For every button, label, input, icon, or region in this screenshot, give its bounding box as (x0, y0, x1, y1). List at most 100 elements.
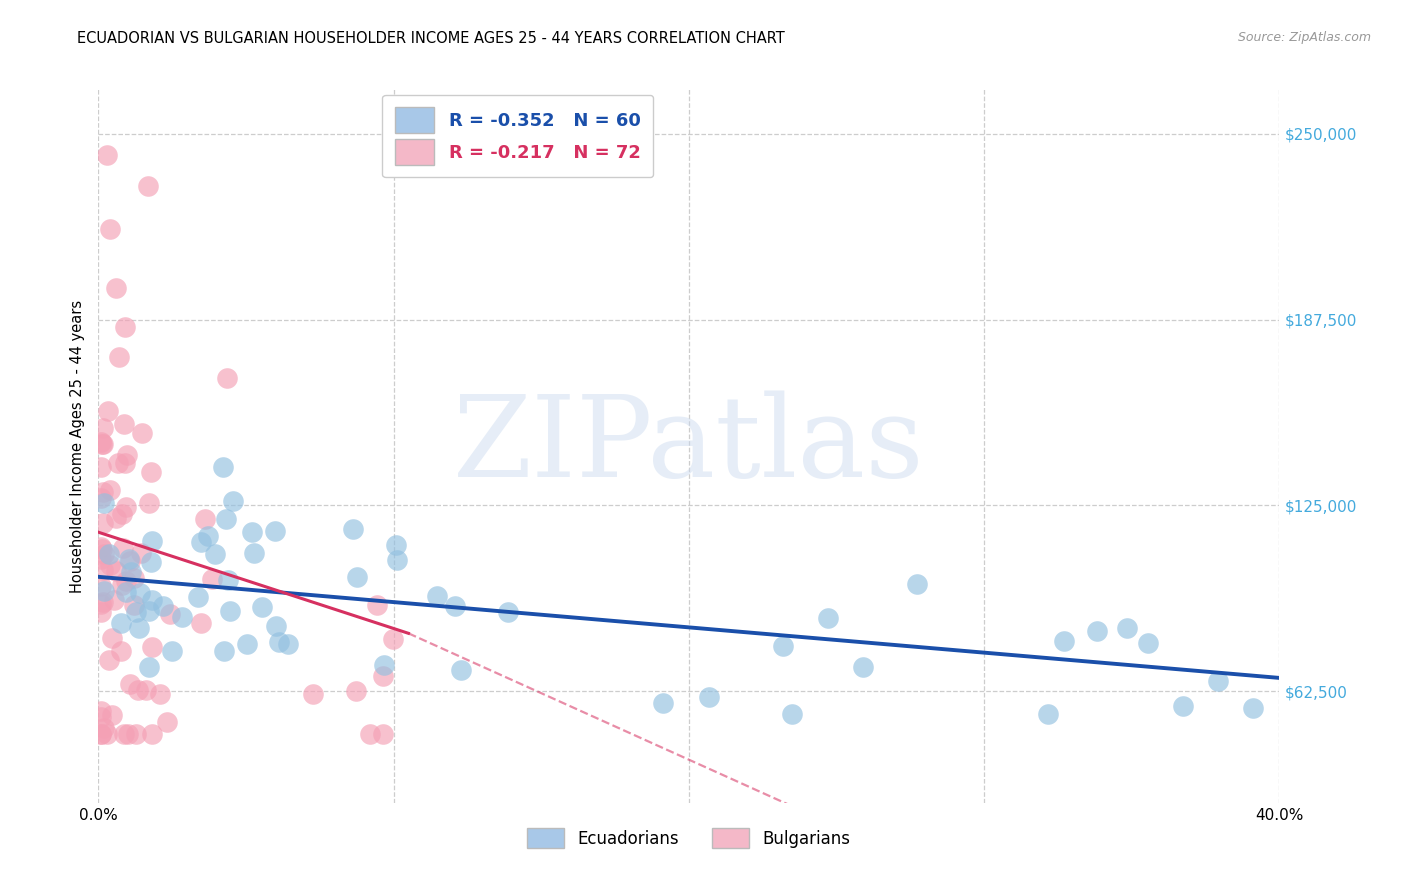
Point (90, 727, 112, 741)
Point (218, 603, 240, 617)
Point (90, 709, 112, 723)
Point (1085, 624, 1108, 639)
Point (124, 599, 146, 613)
Point (141, 727, 163, 741)
Point (120, 677, 142, 691)
Point (136, 178, 159, 193)
Point (385, 539, 408, 553)
Point (90, 491, 112, 505)
Point (1241, 700, 1264, 714)
Point (98, 483, 121, 497)
Point (111, 508, 134, 522)
Point (101, 708, 124, 723)
Point (91, 516, 114, 530)
Point (264, 524, 287, 539)
Point (90, 540, 112, 554)
Point (264, 619, 287, 633)
Point (344, 684, 367, 698)
Point (772, 639, 794, 653)
Point (1137, 636, 1160, 650)
Point (215, 370, 238, 384)
Point (131, 546, 153, 560)
Point (110, 644, 132, 658)
Point (91, 542, 114, 557)
Point (90, 704, 112, 718)
Point (117, 552, 139, 566)
Point (1036, 706, 1059, 721)
Point (112, 417, 135, 432)
Point (131, 425, 153, 440)
Point (97, 547, 120, 561)
Point (97, 403, 120, 417)
Point (652, 696, 675, 710)
Point (204, 547, 226, 561)
Point (250, 600, 273, 615)
Point (114, 500, 136, 515)
Point (101, 632, 124, 646)
Point (190, 616, 212, 631)
Point (90, 437, 112, 451)
Point (115, 574, 138, 589)
Point (200, 572, 222, 586)
Point (96, 727, 118, 741)
Point (214, 511, 236, 525)
Point (159, 607, 181, 621)
Text: ZIPatlas: ZIPatlas (453, 391, 925, 501)
Point (217, 573, 239, 587)
Legend: Ecuadorians, Bulgarians: Ecuadorians, Bulgarians (520, 822, 858, 855)
Point (108, 350, 131, 364)
Point (112, 727, 135, 741)
Point (277, 637, 299, 651)
Point (115, 449, 138, 463)
Point (780, 706, 803, 721)
Point (110, 616, 132, 631)
Point (496, 605, 519, 619)
Point (114, 320, 136, 334)
Point (152, 599, 174, 614)
Point (450, 663, 472, 677)
Point (359, 727, 381, 741)
Point (103, 593, 125, 607)
Point (93, 721, 115, 735)
Point (120, 566, 142, 580)
Point (212, 459, 235, 474)
Point (190, 535, 212, 549)
Point (222, 494, 245, 508)
Point (129, 586, 152, 600)
Point (851, 660, 873, 674)
Point (135, 682, 157, 697)
Point (212, 644, 235, 658)
Point (98, 222, 121, 236)
Point (124, 571, 146, 585)
Point (91, 420, 114, 434)
Point (240, 525, 263, 540)
Point (90, 597, 112, 611)
Point (141, 640, 163, 654)
Point (90, 605, 112, 619)
Point (187, 591, 209, 605)
Point (91, 485, 114, 500)
Point (156, 714, 179, 729)
Point (366, 599, 388, 613)
Point (342, 522, 364, 536)
Point (905, 577, 928, 591)
Point (105, 281, 128, 295)
Point (382, 632, 405, 646)
Point (371, 727, 394, 741)
Point (90, 552, 112, 566)
Point (118, 553, 141, 567)
Point (91, 594, 114, 608)
Point (141, 555, 163, 569)
Point (138, 659, 160, 673)
Point (194, 512, 217, 526)
Point (138, 495, 160, 509)
Point (98, 653, 121, 667)
Point (90, 727, 112, 741)
Point (93, 496, 115, 510)
Point (93, 437, 115, 451)
Point (1206, 674, 1229, 689)
Point (111, 541, 134, 555)
Point (697, 690, 720, 704)
Point (301, 687, 323, 701)
Point (1116, 621, 1139, 635)
